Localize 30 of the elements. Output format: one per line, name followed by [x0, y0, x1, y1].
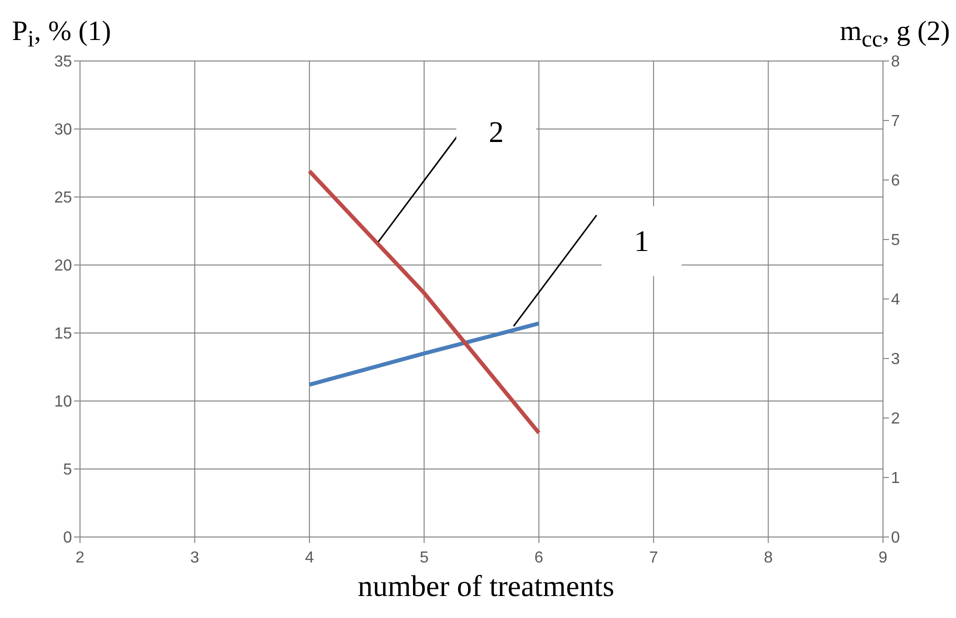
x-tick-label: 4	[304, 549, 314, 566]
x-tick-label: 2	[76, 549, 85, 566]
x-axis-title: number of treatments	[356, 570, 616, 604]
y-tick-label: 30	[54, 122, 72, 139]
y-axis-title: P$_{i}$, % (1)	[12, 16, 112, 54]
annotation: 2	[488, 116, 504, 149]
y2-tick-label: 7	[891, 113, 900, 130]
x-tick-label: 5	[420, 549, 429, 566]
x-tick-label: 9	[878, 549, 888, 566]
y-tick-label: 25	[54, 190, 72, 207]
y2-tick-label: 2	[891, 410, 900, 428]
x-tick-label: 3	[190, 549, 200, 566]
y-tick-label: 10	[54, 394, 72, 411]
x-tick-label: 8	[764, 549, 773, 566]
y-tick-label: 35	[54, 54, 72, 71]
y2-tick-label: 1	[891, 470, 900, 488]
y-tick-label: 0	[63, 530, 72, 547]
y2-tick-label: 0	[891, 530, 900, 547]
x-tick-label: 6	[534, 549, 544, 566]
y2-tick-label: 6	[891, 172, 900, 190]
y-tick-label: 20	[54, 258, 72, 275]
x-tick-label: 7	[649, 549, 658, 566]
y-tick-label: 5	[63, 462, 72, 479]
y2-axis-title: m$_{cc}$, g (2)	[840, 16, 950, 54]
y2-tick-label: 8	[891, 54, 900, 71]
y2-tick-label: 4	[891, 292, 900, 309]
y-tick-label: 15	[54, 326, 72, 343]
y2-tick-label: 5	[891, 232, 900, 250]
annotation: 1	[634, 225, 650, 258]
y2-tick-label: 3	[891, 351, 900, 368]
